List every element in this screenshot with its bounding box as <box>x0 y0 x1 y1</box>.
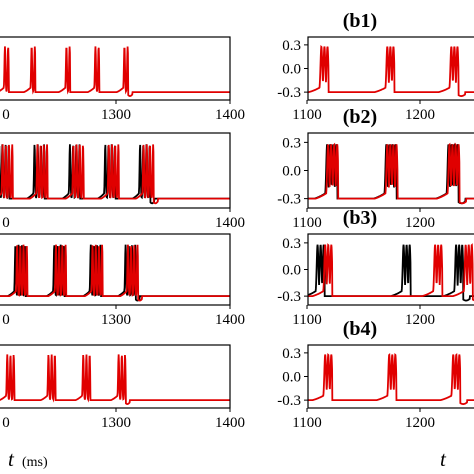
y-tick-label: 0.3 <box>282 236 301 252</box>
axes-frame <box>0 132 231 209</box>
y-tick-label: -0.3 <box>277 85 301 101</box>
x-tick-label-cropped: 0 <box>2 107 10 123</box>
series-line-1 <box>0 244 230 302</box>
axes-frame <box>0 36 231 101</box>
x-tick-label: 1300 <box>101 312 131 328</box>
x-axis-variable-left: t <box>8 447 15 471</box>
panel-title: (b1) <box>343 10 377 32</box>
x-tick-label: 1200 <box>405 107 435 123</box>
y-tick-label: 0.3 <box>282 346 301 362</box>
x-tick-label: 1200 <box>405 215 435 231</box>
x-tick-label: 1300 <box>101 415 131 431</box>
panel-title: (b3) <box>343 207 377 229</box>
y-tick-label: 0.3 <box>282 135 301 151</box>
series-line-1 <box>308 45 474 97</box>
x-axis-label: t (ms) t <box>8 447 447 471</box>
panel-right-3: 0.3 0.0 -0.3 1100 1200 (b3) <box>277 207 474 328</box>
y-tick-label: 0.0 <box>282 263 301 279</box>
x-axis-variable-right: t <box>440 447 447 471</box>
x-tick-label-cropped: 0 <box>2 215 10 231</box>
series-line-2 <box>0 244 230 302</box>
panel-right-4: 0.3 0.0 -0.3 1100 1200 (b4) <box>277 318 474 431</box>
x-tick-label: 1200 <box>405 312 435 328</box>
series-line-1 <box>0 46 230 97</box>
panel-left-3: 1300 1400 0 <box>0 233 245 328</box>
y-tick-label: 0.0 <box>282 62 301 78</box>
x-tick-label: 1100 <box>292 107 321 123</box>
x-tick-label-cropped: 0 <box>2 415 10 431</box>
axes-frame <box>0 233 231 306</box>
y-tick-label: 0.0 <box>282 370 301 386</box>
x-tick-label: 1400 <box>215 415 245 431</box>
x-tick-label: 1300 <box>101 107 131 123</box>
panel-right-1: 0.3 0.0 -0.3 1100 1200 (b1) <box>277 10 474 123</box>
axes-frame <box>0 344 231 409</box>
x-tick-label: 1100 <box>292 415 321 431</box>
series-line-1 <box>308 353 474 405</box>
x-axis-unit: (ms) <box>22 455 48 470</box>
x-tick-label: 1400 <box>215 215 245 231</box>
x-tick-label-cropped: 0 <box>2 312 10 328</box>
panel-title: (b2) <box>343 106 377 128</box>
series-line-1 <box>0 354 230 405</box>
panel-left-1: 1300 1400 0 <box>0 36 245 123</box>
x-tick-label: 1400 <box>215 107 245 123</box>
panel-left-4: 1300 1400 0 <box>0 344 245 431</box>
panel-left-2: 1400 0 <box>0 132 245 231</box>
series-line-2 <box>308 142 474 205</box>
x-tick-label: 1100 <box>292 215 321 231</box>
panel-right-2: 0.3 0.0 -0.3 1100 1200 (b2) <box>277 106 474 231</box>
y-tick-label: 0.0 <box>282 164 301 180</box>
y-tick-label: -0.3 <box>277 192 301 208</box>
panel-title: (b4) <box>343 318 377 340</box>
x-tick-label: 1200 <box>405 415 435 431</box>
x-tick-label: 1100 <box>292 312 321 328</box>
series-line-2 <box>0 144 230 205</box>
series-line-2 <box>308 243 474 302</box>
y-tick-label: -0.3 <box>277 393 301 409</box>
y-tick-label: 0.3 <box>282 38 301 54</box>
y-tick-label: -0.3 <box>277 289 301 305</box>
x-tick-label: 1400 <box>215 312 245 328</box>
